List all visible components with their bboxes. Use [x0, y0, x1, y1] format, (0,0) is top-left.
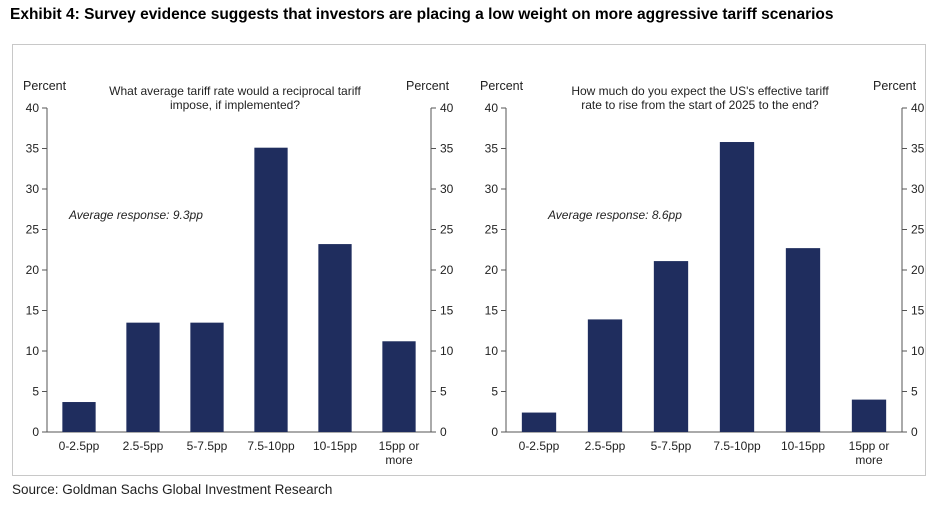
right-chart-bar [653, 261, 689, 432]
left-chart-y-tick-label-left: 5 [32, 385, 39, 399]
right-chart-y-tick-label-left: 5 [491, 385, 498, 399]
left-chart-y-tick-label-left: 20 [26, 263, 40, 277]
right-chart-bar [521, 412, 557, 432]
right-chart-y-tick-label-left: 0 [491, 425, 498, 439]
left-chart-x-tick-label: 15pp or [379, 439, 420, 453]
right-chart-x-tick-label: 2.5-5pp [585, 439, 626, 453]
left-chart-y-tick-label-right: 10 [440, 344, 454, 358]
left-chart-y-tick-label-right: 35 [440, 142, 454, 156]
right-chart-x-tick-label: 0-2.5pp [519, 439, 560, 453]
right-chart-y-tick-label-left: 40 [485, 101, 499, 115]
exhibit-title: Exhibit 4: Survey evidence suggests that… [10, 6, 834, 23]
left-chart-x-tick-label: more [385, 453, 413, 467]
right-chart-title-line: rate to rise from the start of 2025 to t… [581, 98, 819, 112]
left-chart-y-tick-label-left: 10 [26, 344, 40, 358]
right-chart-y-tick-label-right: 25 [911, 223, 925, 237]
left-chart-annotation: Average response: 9.3pp [68, 208, 203, 222]
right-chart-y-label-left: Percent [480, 79, 524, 93]
left-chart-y-tick-label-right: 15 [440, 304, 454, 318]
right-chart-y-tick-label-right: 10 [911, 344, 925, 358]
chart-frame: 0 0 5 5 10 10 15 15 20 20 25 25 30 30 35 35 40 40 Percent P… [12, 44, 926, 476]
right-chart-panel: 0 0 5 5 10 10 15 15 20 20 25 25 30 30 35 35 40 40 Percent P… [468, 45, 925, 475]
left-chart-panel: 0 0 5 5 10 10 15 15 20 20 25 25 30 30 35 35 40 40 Percent P… [13, 45, 468, 475]
right-chart-x-tick-label: 15pp or [849, 439, 890, 453]
right-chart-annotation: Average response: 8.6pp [547, 208, 682, 222]
left-chart-y-tick-label-left: 35 [26, 142, 40, 156]
left-chart-y-tick-label-right: 5 [440, 385, 447, 399]
right-chart-y-tick-label-right: 20 [911, 263, 925, 277]
left-chart-y-tick-label-left: 25 [26, 223, 40, 237]
right-chart-title-line: How much do you expect the US's effectiv… [571, 84, 829, 98]
right-chart-bar [785, 248, 821, 432]
left-chart-y-label-left: Percent [23, 79, 67, 93]
left-chart-bar [254, 147, 288, 432]
left-chart-title-line: What average tariff rate would a recipro… [109, 84, 361, 98]
left-chart-x-tick-label: 2.5-5pp [123, 439, 164, 453]
right-chart-x-tick-label: more [855, 453, 883, 467]
left-chart-y-tick-label-left: 40 [26, 101, 40, 115]
right-chart-x-tick-label: 10-15pp [781, 439, 825, 453]
right-chart-bar [719, 142, 755, 432]
left-chart-bar [382, 341, 416, 432]
right-chart-y-tick-label-right: 5 [911, 385, 918, 399]
right-chart-x-tick-label: 5-7.5pp [651, 439, 692, 453]
left-chart-bar [62, 402, 96, 432]
left-chart-x-tick-label: 7.5-10pp [247, 439, 295, 453]
right-chart-y-tick-label-right: 40 [911, 101, 925, 115]
left-chart-bar [190, 322, 224, 432]
left-chart-x-tick-label: 0-2.5pp [59, 439, 100, 453]
left-chart-x-tick-label: 10-15pp [313, 439, 357, 453]
left-chart-y-tick-label-right: 40 [440, 101, 454, 115]
right-chart-y-label-right: Percent [873, 79, 917, 93]
left-chart-y-tick-label-right: 0 [440, 425, 447, 439]
right-chart-y-tick-label-right: 35 [911, 142, 925, 156]
left-chart-y-tick-label-right: 20 [440, 263, 454, 277]
left-chart-bar [318, 244, 352, 432]
right-chart-y-tick-label-left: 15 [485, 304, 499, 318]
left-chart-x-tick-label: 5-7.5pp [187, 439, 228, 453]
left-chart-title-line: impose, if implemented? [170, 98, 300, 112]
left-chart-y-label-right: Percent [406, 79, 450, 93]
right-chart: 0 0 5 5 10 10 15 15 20 20 25 25 30 30 35 35 40 40 Percent P… [480, 79, 925, 467]
right-chart-y-tick-label-left: 25 [485, 223, 499, 237]
right-chart-y-tick-label-left: 30 [485, 182, 499, 196]
right-chart-bar [851, 399, 887, 432]
left-chart-y-tick-label-right: 30 [440, 182, 454, 196]
left-chart-y-tick-label-left: 15 [26, 304, 40, 318]
left-chart: 0 0 5 5 10 10 15 15 20 20 25 25 30 30 35 35 40 40 Percent P… [23, 79, 454, 467]
source-note: Source: Goldman Sachs Global Investment … [12, 482, 333, 497]
right-chart-y-tick-label-right: 15 [911, 304, 925, 318]
left-chart-y-tick-label-left: 30 [26, 182, 40, 196]
right-chart-y-tick-label-right: 30 [911, 182, 925, 196]
right-chart-x-tick-label: 7.5-10pp [713, 439, 761, 453]
right-chart-y-tick-label-left: 35 [485, 142, 499, 156]
left-chart-y-tick-label-right: 25 [440, 223, 454, 237]
right-chart-y-tick-label-left: 10 [485, 344, 499, 358]
right-chart-y-tick-label-left: 20 [485, 263, 499, 277]
left-chart-y-tick-label-left: 0 [32, 425, 39, 439]
right-chart-bar [587, 319, 623, 432]
right-chart-y-tick-label-right: 0 [911, 425, 918, 439]
left-chart-bar [126, 322, 160, 432]
